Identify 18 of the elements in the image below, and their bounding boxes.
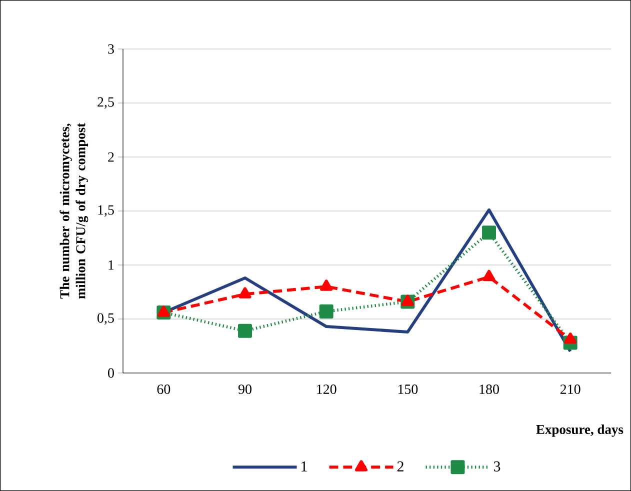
legend-label: 2 — [397, 461, 404, 472]
x-axis-title: Exposure, days — [536, 424, 624, 437]
y-tick-label: 2,5 — [98, 97, 114, 109]
legend-label: 3 — [494, 461, 500, 472]
y-tick-label: 2 — [108, 152, 114, 162]
x-tick-label: 60 — [157, 384, 170, 394]
y-tick-label: 1 — [108, 260, 114, 270]
x-tick-label: 120 — [317, 384, 336, 394]
y-tick-label: 0,5 — [98, 313, 114, 325]
y-tick-label: 3 — [108, 44, 114, 54]
y-tick-label: 0 — [108, 368, 114, 378]
x-tick-label: 180 — [480, 384, 499, 394]
legend-label: 1 — [302, 461, 307, 472]
y-axis-title: The number of micromycetes, million CFU/g of dry compost — [60, 122, 88, 299]
y-tick-label: 1,5 — [98, 205, 114, 217]
x-tick-label: 150 — [398, 384, 418, 394]
x-tick-label: 210 — [560, 384, 580, 394]
x-tick-label: 90 — [238, 384, 252, 394]
